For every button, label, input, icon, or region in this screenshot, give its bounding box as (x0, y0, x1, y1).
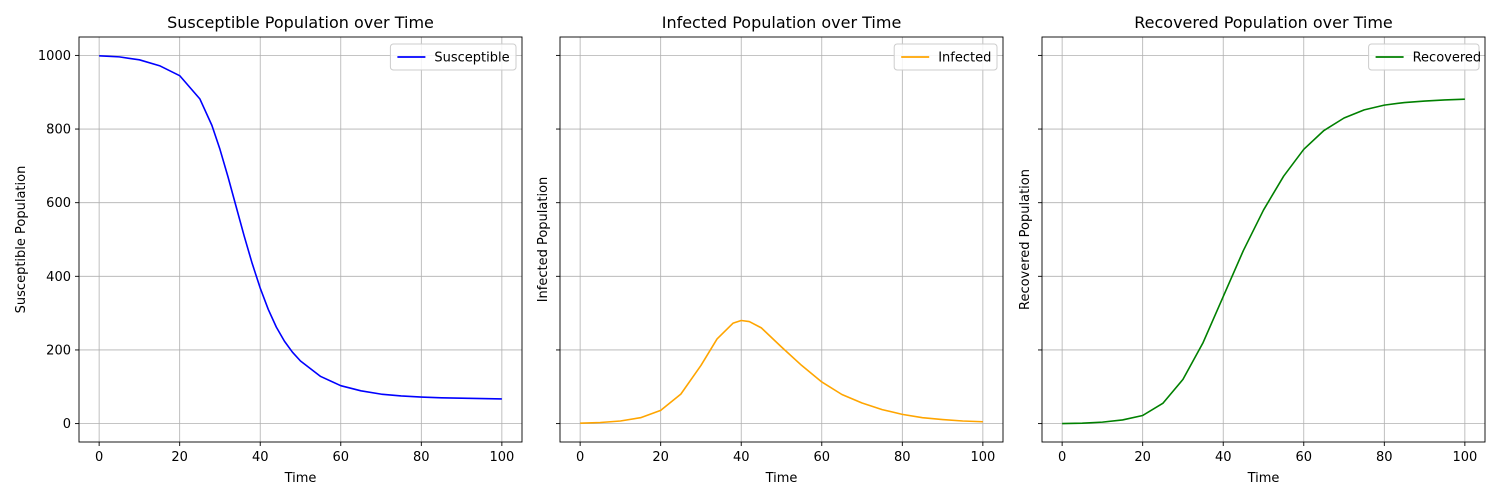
chart-title: Susceptible Population over Time (167, 13, 434, 32)
legend-box (893, 43, 998, 71)
x-tick-label: 0 (576, 450, 584, 465)
x-tick-label: 40 (252, 450, 269, 465)
x-axis-label: Time (1247, 471, 1280, 486)
x-tick-label: 20 (1134, 450, 1151, 465)
legend-box (389, 43, 517, 71)
x-tick-label: 60 (1295, 450, 1312, 465)
x-axis-label: Time (284, 471, 317, 486)
x-tick-label: 20 (171, 450, 188, 465)
x-tick-label: 100 (1452, 450, 1477, 465)
x-tick-label: 100 (489, 450, 514, 465)
legend-label: Recovered (1413, 51, 1482, 66)
x-axis-label: Time (765, 471, 798, 486)
axes-frame (559, 36, 1004, 443)
y-tick-label: 1000 (38, 49, 71, 64)
series-line-recovered (1062, 98, 1465, 425)
x-tick-label: 80 (1376, 450, 1393, 465)
x-tick-label: 40 (1215, 450, 1232, 465)
chart-title: Infected Population over Time (662, 13, 902, 32)
y-tick-label: 600 (46, 196, 71, 211)
y-axis-label: Susceptible Population (14, 166, 29, 314)
chart-infected: 0 20 40 60 80 100 Infected Population over Tim… (536, 13, 1004, 486)
series-line-infected (580, 319, 983, 425)
y-axis-label: Infected Population (536, 177, 551, 303)
x-tick-label: 80 (894, 450, 911, 465)
x-tick-label: 40 (733, 450, 750, 465)
x-tick-label: 60 (332, 450, 349, 465)
chart-title: Recovered Population over Time (1134, 13, 1393, 32)
axes-frame (1041, 36, 1486, 443)
y-tick-label: 800 (46, 123, 71, 138)
x-tick-label: 20 (652, 450, 669, 465)
y-tick-label: 200 (46, 343, 71, 358)
legend: Infected (893, 43, 998, 71)
legend-label: Infected (938, 51, 991, 66)
x-tick-label: 0 (1058, 450, 1066, 465)
axes-frame (78, 36, 523, 443)
chart-recovered: 0 20 40 60 80 100 Recovered Population over Ti… (1018, 13, 1486, 486)
y-axis-label: Recovered Population (1018, 169, 1033, 310)
series-line-susceptible (99, 54, 502, 400)
y-tick-label: 400 (46, 270, 71, 285)
legend: Recovered (1368, 43, 1482, 71)
legend-box (1368, 43, 1480, 71)
x-tick-label: 60 (813, 450, 830, 465)
chart-susceptible: 0 20 40 60 80 10002004006008001000Susceptible… (14, 13, 523, 486)
x-tick-label: 0 (95, 450, 103, 465)
legend: Susceptible (389, 43, 517, 71)
x-tick-label: 100 (970, 450, 995, 465)
legend-label: Susceptible (434, 51, 509, 66)
y-tick-label: 0 (63, 417, 71, 432)
x-tick-label: 80 (413, 450, 430, 465)
